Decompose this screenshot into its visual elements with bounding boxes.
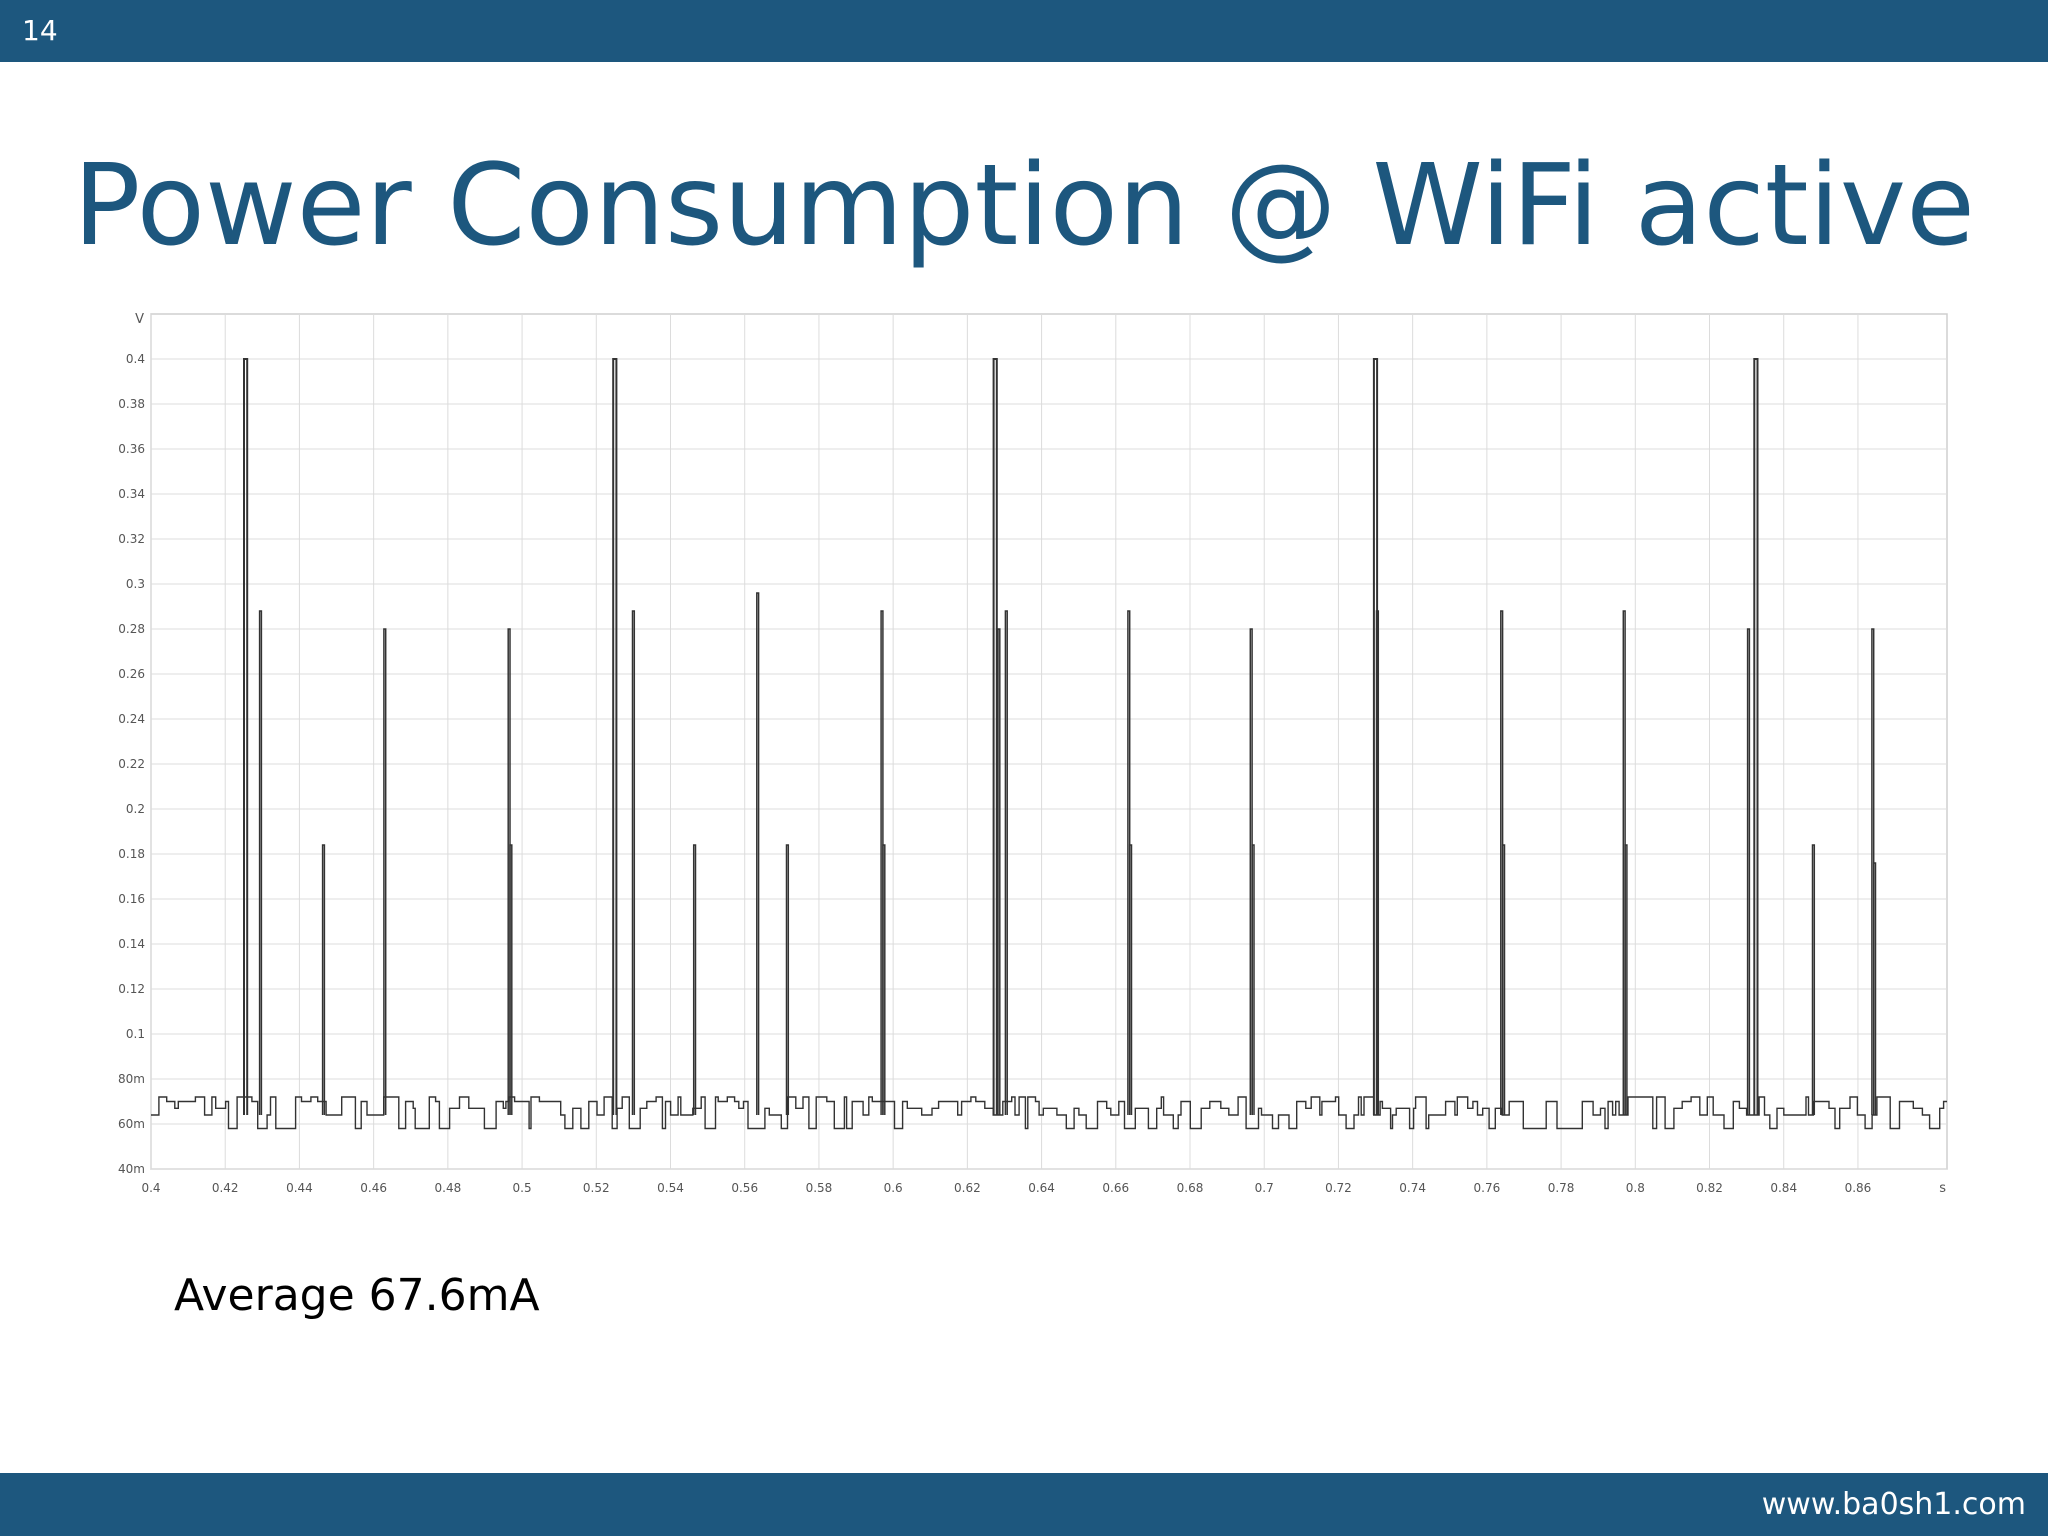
spike [1375, 610, 1380, 1115]
y-tick-label: 0.24 [118, 712, 145, 726]
spike [785, 844, 790, 1115]
x-tick-label: 0.56 [731, 1181, 758, 1195]
x-tick-label: 0.76 [1474, 1181, 1501, 1195]
y-tick-label: 0.28 [118, 622, 145, 636]
power-trace-chart: 40m 60m 80m 0.1 0.12 0.14 0.16 0.18 0.2 0.22 0.24 0… [118, 312, 1948, 1196]
x-tick-label: 0.72 [1325, 1181, 1352, 1195]
spike [1746, 628, 1751, 1115]
x-tick-labels: 0.4 0.42 0.44 0.46 0.48 0.5 0.52 0.54 0.56 0.58 0.… [141, 1181, 1871, 1195]
spike [509, 844, 513, 1115]
x-tick-label: 0.68 [1177, 1181, 1204, 1195]
spike [321, 844, 326, 1115]
spike [756, 592, 760, 1115]
spike [1811, 844, 1816, 1115]
spikes [243, 358, 1877, 1115]
x-tick-label: 0.74 [1399, 1181, 1426, 1195]
spike [258, 610, 263, 1115]
average-current-caption: Average 67.6mA [174, 1270, 540, 1321]
y-tick-label: 0.22 [118, 757, 145, 771]
x-tick-label: 0.42 [212, 1181, 239, 1195]
y-tick-labels: 40m 60m 80m 0.1 0.12 0.14 0.16 0.18 0.2 0.22 0.24 0… [118, 352, 145, 1176]
grid [150, 314, 1947, 1170]
spike [992, 358, 998, 1115]
spike [1624, 844, 1628, 1115]
x-tick-label: 0.8 [1626, 1181, 1645, 1195]
y-tick-label: 0.26 [118, 667, 145, 681]
spike [612, 358, 618, 1115]
x-axis-label: s [1939, 1181, 1946, 1196]
y-tick-label: 0.12 [118, 982, 145, 996]
y-tick-label: 0.18 [118, 847, 145, 861]
spike [383, 628, 387, 1115]
x-tick-label: 0.46 [360, 1181, 387, 1195]
spike [882, 844, 886, 1115]
y-tick-label: 0.38 [118, 397, 145, 411]
website-url: www.ba0sh1.com [1761, 1487, 2026, 1522]
spike [1004, 610, 1008, 1115]
x-tick-label: 0.78 [1548, 1181, 1575, 1195]
spike [631, 610, 636, 1115]
x-tick-label: 0.5 [513, 1181, 532, 1195]
x-tick-label: 0.54 [657, 1181, 684, 1195]
y-tick-label: 0.1 [126, 1027, 145, 1041]
x-tick-label: 0.6 [884, 1181, 903, 1195]
x-tick-label: 0.4 [141, 1181, 160, 1195]
x-tick-label: 0.86 [1845, 1181, 1872, 1195]
y-tick-label: 0.14 [118, 937, 145, 951]
slide-number: 14 [22, 14, 58, 47]
spike [1872, 862, 1877, 1115]
x-tick-label: 0.62 [954, 1181, 981, 1195]
y-tick-label: 60m [118, 1117, 145, 1131]
spike [692, 844, 697, 1115]
y-axis-label: V [135, 312, 144, 327]
spike [1753, 358, 1759, 1115]
plot-area [150, 313, 1948, 1170]
spike [243, 358, 249, 1115]
top-bar: 14 [0, 0, 2048, 62]
x-tick-label: 0.66 [1102, 1181, 1129, 1195]
spike [1128, 844, 1133, 1115]
y-tick-label: 40m [118, 1162, 145, 1176]
x-tick-label: 0.44 [286, 1181, 313, 1195]
x-tick-label: 0.64 [1028, 1181, 1055, 1195]
x-tick-label: 0.7 [1255, 1181, 1274, 1195]
y-tick-label: 80m [118, 1072, 145, 1086]
x-tick-label: 0.84 [1770, 1181, 1797, 1195]
x-tick-label: 0.52 [583, 1181, 610, 1195]
y-tick-label: 0.3 [126, 577, 145, 591]
spike [1251, 844, 1255, 1115]
x-tick-label: 0.48 [435, 1181, 462, 1195]
baseline-trace [151, 1096, 1947, 1130]
y-tick-label: 0.4 [126, 352, 145, 366]
y-tick-label: 0.16 [118, 892, 145, 906]
y-tick-label: 0.34 [118, 487, 145, 501]
bottom-bar: www.ba0sh1.com [0, 1473, 2048, 1536]
spike [1501, 844, 1506, 1115]
y-tick-label: 0.2 [126, 802, 145, 816]
trace [151, 1096, 1947, 1130]
x-tick-label: 0.82 [1696, 1181, 1723, 1195]
spike [997, 628, 1001, 1115]
x-tick-label: 0.58 [806, 1181, 833, 1195]
slide-title: Power Consumption @ WiFi active [72, 141, 1976, 271]
y-tick-label: 0.36 [118, 442, 145, 456]
y-tick-label: 0.32 [118, 532, 145, 546]
